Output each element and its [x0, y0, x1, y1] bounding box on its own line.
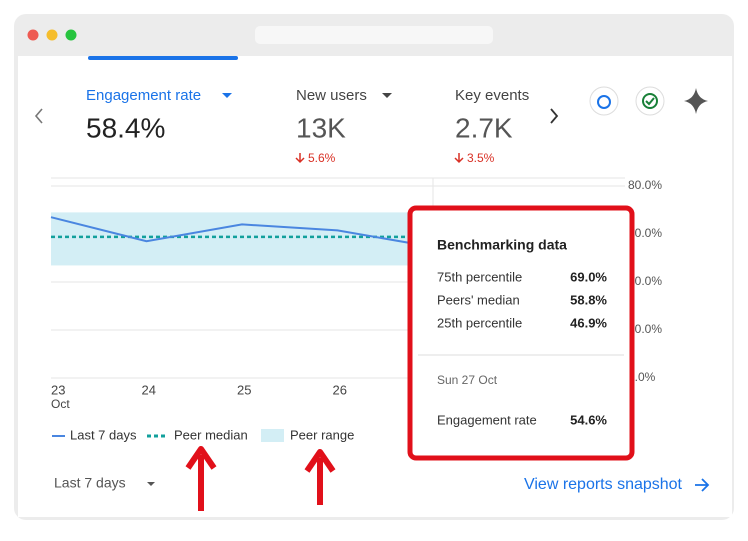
legend-label: Last 7 days	[70, 427, 137, 442]
next-arrow[interactable]	[550, 108, 559, 124]
down-arrow	[295, 153, 305, 164]
tooltip-row-value: 46.9%	[570, 315, 607, 330]
legend: Last 7 days Peer median Peer range	[52, 427, 354, 442]
tooltip-row-label: Peers' median	[437, 292, 520, 307]
tooltip-title: Benchmarking data	[437, 237, 567, 253]
x-sublabel: Oct	[51, 397, 70, 411]
metric-change: 5.6%	[308, 151, 336, 165]
check-circle	[642, 93, 658, 109]
legend-swatch	[261, 429, 284, 442]
tooltip-date: Sun 27 Oct	[437, 373, 498, 387]
check-mark	[645, 97, 655, 106]
metric-value: 58.4%	[86, 112, 165, 143]
badge-icon-inner	[597, 95, 611, 109]
y-tick-label: 40.0%	[628, 274, 662, 288]
legend-label: Peer median	[174, 427, 248, 442]
min-dot[interactable]	[46, 29, 58, 41]
badge-icon[interactable]	[589, 86, 619, 116]
annotation-arrow	[304, 449, 336, 505]
x-tick-label: 25	[237, 382, 251, 397]
metric-caret	[382, 93, 392, 98]
link-arrow	[695, 478, 710, 492]
metric-value: 13K	[296, 112, 346, 143]
metric-value: 2.7K	[455, 112, 513, 143]
metric-change: 3.5%	[467, 151, 495, 165]
tooltip: Benchmarking data Sun 27 Oct Engagement …	[407, 205, 635, 461]
legend-label: Peer range	[290, 427, 354, 442]
tooltip-metric: Engagement rate	[437, 412, 537, 427]
metrics: Engagement rate 58.4% New users 13K 5.6% Key …	[86, 87, 529, 165]
range-dropdown[interactable]: Last 7 days	[54, 475, 126, 491]
y-tick-label: 60.0%	[628, 226, 662, 240]
metric-caret	[222, 93, 232, 98]
y-tick-label: 80.0%	[628, 178, 662, 192]
series-line	[50, 216, 434, 248]
tooltip-metric-value: 54.6%	[570, 412, 607, 427]
max-dot[interactable]	[65, 29, 77, 41]
y-tick-label: 20.0%	[628, 322, 662, 336]
tooltip-row-value: 58.8%	[570, 292, 607, 307]
highlight-box	[407, 205, 635, 461]
dropdown-caret	[147, 482, 155, 486]
x-tick-label: 26	[333, 382, 347, 397]
tooltip-row-label: 25th percentile	[437, 315, 522, 330]
metric-label: Engagement rate	[86, 87, 201, 104]
down-arrow	[454, 153, 464, 164]
sparkle-icon[interactable]	[684, 88, 708, 114]
metric-label: New users	[296, 87, 367, 104]
check-icon[interactable]	[635, 86, 665, 116]
x-tick-label: 23	[51, 382, 65, 397]
prev-arrow[interactable]	[34, 108, 43, 124]
metric-label: Key events	[455, 87, 529, 104]
y-tick-label: 0.0%	[628, 370, 656, 384]
close-dot[interactable]	[27, 29, 39, 41]
x-tick-label: 24	[142, 382, 156, 397]
address-bar[interactable]	[255, 26, 493, 44]
tooltip-row-label: 75th percentile	[437, 269, 522, 284]
view-snapshot-link[interactable]: View reports snapshot	[524, 476, 683, 493]
tab-indicator	[88, 56, 238, 60]
tooltip-row-value: 69.0%	[570, 269, 607, 284]
annotation-arrow	[185, 446, 217, 511]
